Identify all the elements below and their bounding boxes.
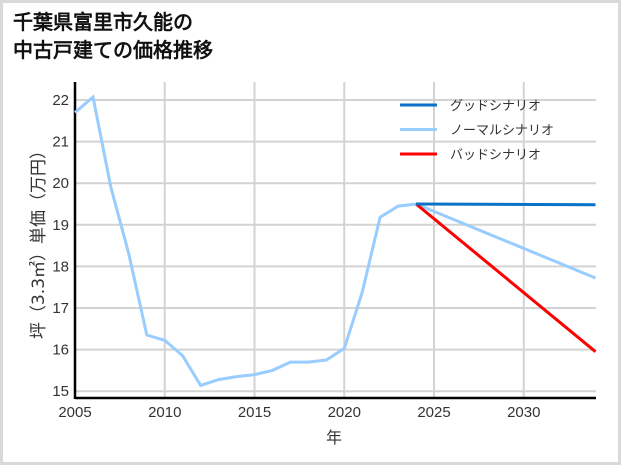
svg-text:2015: 2015	[238, 404, 271, 421]
svg-text:2010: 2010	[148, 404, 181, 421]
svg-text:17: 17	[52, 300, 69, 317]
legend-label: ノーマルシナリオ	[450, 124, 554, 139]
chart-title-line1: 千葉県富里市久能の	[13, 10, 193, 34]
svg-text:22: 22	[52, 92, 69, 109]
x-axis-label: 年	[326, 428, 343, 447]
svg-text:15: 15	[52, 383, 69, 400]
chart-title: 千葉県富里市久能の 中古戸建ての価格推移	[13, 8, 213, 64]
svg-text:2025: 2025	[417, 404, 450, 421]
svg-text:2020: 2020	[328, 404, 361, 421]
svg-text:2030: 2030	[507, 404, 540, 421]
legend-label: グッドシナリオ	[450, 99, 541, 114]
svg-text:20: 20	[52, 175, 69, 192]
svg-text:16: 16	[52, 342, 69, 359]
axes	[73, 82, 596, 400]
series-line-1	[416, 202, 596, 207]
svg-text:19: 19	[52, 217, 69, 234]
y-tick-labels: 15 16 17 18 19 20 21 22	[52, 92, 69, 400]
series-line-2	[415, 202, 597, 353]
svg-text:2005: 2005	[58, 404, 91, 421]
svg-text:18: 18	[52, 258, 69, 275]
series-line-0	[74, 94, 597, 388]
svg-text:21: 21	[52, 134, 69, 151]
chart-title-line2: 中古戸建ての価格推移	[13, 38, 213, 62]
x-tick-labels: 2005 2010 2015 2020 2025 2030	[58, 404, 540, 421]
gridlines	[75, 82, 596, 398]
legend-label: バッドシナリオ	[450, 148, 541, 163]
y-axis-label: 坪（3.3㎡）単価（万円）	[29, 141, 50, 339]
